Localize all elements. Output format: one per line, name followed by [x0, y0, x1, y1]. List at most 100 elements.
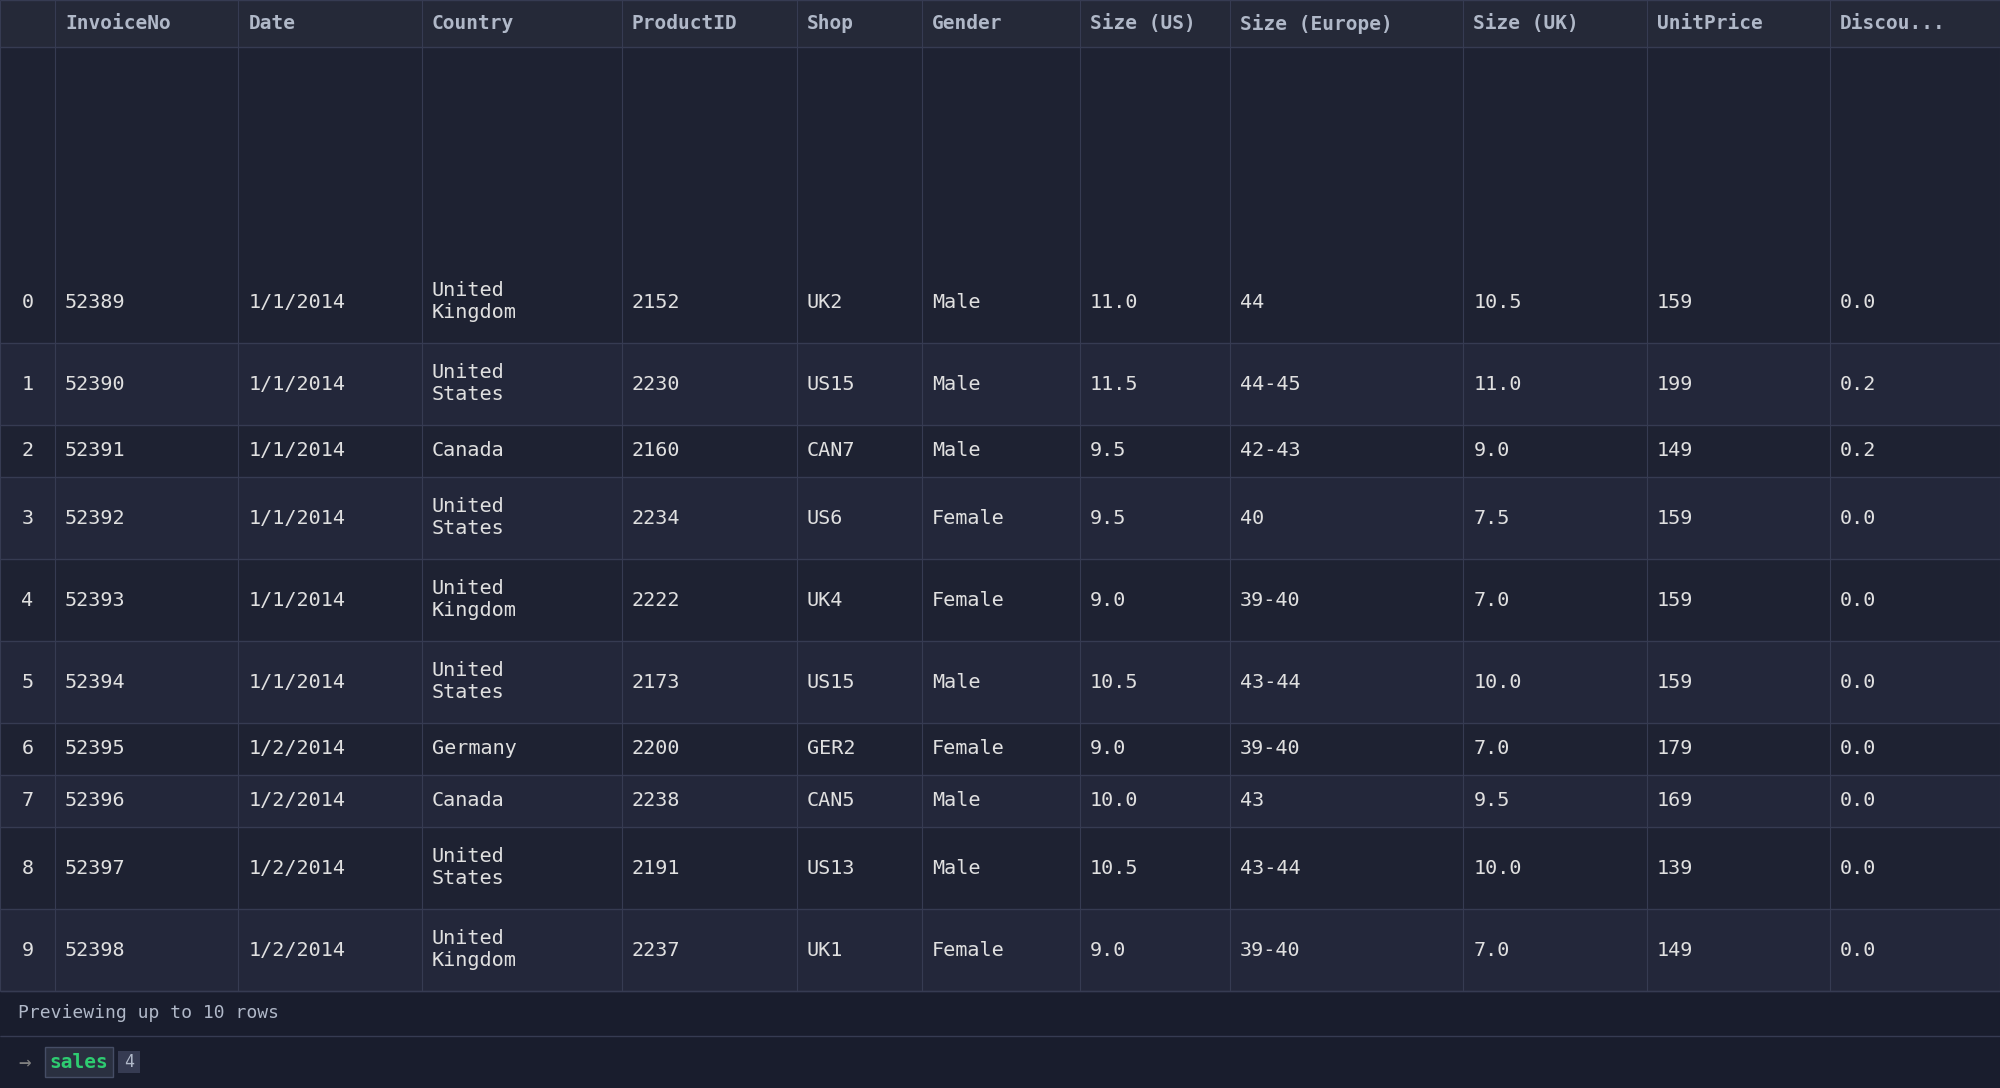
Text: Country: Country	[432, 14, 514, 33]
Text: 9.5: 9.5	[1474, 791, 1510, 811]
Text: 149: 149	[1656, 442, 1694, 460]
Text: 6: 6	[22, 740, 34, 758]
Text: 10.5: 10.5	[1474, 293, 1522, 311]
Text: InvoiceNo: InvoiceNo	[64, 14, 170, 33]
Text: 1/2/2014: 1/2/2014	[248, 940, 346, 960]
Text: 44-45: 44-45	[1240, 374, 1300, 394]
Bar	[0, 425, 2000, 477]
Text: 1/1/2014: 1/1/2014	[248, 591, 346, 609]
Text: 0.0: 0.0	[1840, 591, 1876, 609]
Text: 149: 149	[1656, 940, 1694, 960]
Text: Male: Male	[932, 442, 980, 460]
Text: 1/1/2014: 1/1/2014	[248, 672, 346, 692]
Text: 0.2: 0.2	[1840, 374, 1876, 394]
Text: Male: Male	[932, 858, 980, 878]
Text: 10.5: 10.5	[1090, 858, 1138, 878]
Text: 39-40: 39-40	[1240, 591, 1300, 609]
Text: 2230: 2230	[632, 374, 680, 394]
Text: 39-40: 39-40	[1240, 940, 1300, 960]
Bar	[0, 724, 2000, 775]
Text: 7.0: 7.0	[1474, 740, 1510, 758]
Text: 9.5: 9.5	[1090, 442, 1126, 460]
Text: United
States: United States	[432, 662, 504, 703]
Text: Size (UK): Size (UK)	[1474, 14, 1580, 33]
Text: 9.0: 9.0	[1090, 591, 1126, 609]
Text: United
States: United States	[432, 497, 504, 539]
Text: Date: Date	[248, 14, 296, 33]
Text: 2191: 2191	[632, 858, 680, 878]
Text: Female: Female	[932, 940, 1004, 960]
Text: 52391: 52391	[64, 442, 126, 460]
Text: 11.5: 11.5	[1090, 374, 1138, 394]
Text: 52398: 52398	[64, 940, 126, 960]
Text: Canada: Canada	[432, 442, 504, 460]
Text: 52394: 52394	[64, 672, 126, 692]
Text: 159: 159	[1656, 672, 1694, 692]
Text: Male: Male	[932, 791, 980, 811]
Text: US15: US15	[806, 374, 856, 394]
Text: 0.0: 0.0	[1840, 940, 1876, 960]
Text: CAN7: CAN7	[806, 442, 856, 460]
Text: 11.0: 11.0	[1090, 293, 1138, 311]
Text: UK4: UK4	[806, 591, 844, 609]
Text: 2160: 2160	[632, 442, 680, 460]
Text: Size (US): Size (US)	[1090, 14, 1196, 33]
Text: 52393: 52393	[64, 591, 126, 609]
Text: 52395: 52395	[64, 740, 126, 758]
Text: 5: 5	[22, 672, 34, 692]
Text: 159: 159	[1656, 508, 1694, 528]
Text: UK2: UK2	[806, 293, 844, 311]
Text: 9.0: 9.0	[1474, 442, 1510, 460]
Text: Germany: Germany	[432, 740, 516, 758]
Text: 179: 179	[1656, 740, 1694, 758]
Text: 2234: 2234	[632, 508, 680, 528]
Bar	[0, 1036, 2000, 1088]
Text: Discou...: Discou...	[1840, 14, 1946, 33]
Text: 0.0: 0.0	[1840, 791, 1876, 811]
Bar	[0, 908, 2000, 991]
Text: Male: Male	[932, 374, 980, 394]
Text: US13: US13	[806, 858, 856, 878]
Text: Female: Female	[932, 740, 1004, 758]
Text: 52389: 52389	[64, 293, 126, 311]
Text: 0.0: 0.0	[1840, 508, 1876, 528]
Text: 2: 2	[22, 442, 34, 460]
Text: 1: 1	[22, 374, 34, 394]
Text: 0.0: 0.0	[1840, 858, 1876, 878]
Text: 10.5: 10.5	[1090, 672, 1138, 692]
Text: 0.0: 0.0	[1840, 740, 1876, 758]
Text: 4: 4	[22, 591, 34, 609]
Bar	[0, 559, 2000, 641]
Text: 2173: 2173	[632, 672, 680, 692]
Text: Previewing up to 10 rows: Previewing up to 10 rows	[18, 1004, 280, 1023]
Text: 0: 0	[22, 293, 34, 311]
Text: 159: 159	[1656, 591, 1694, 609]
Bar	[0, 0, 2000, 47]
Text: 9: 9	[22, 940, 34, 960]
Text: UK1: UK1	[806, 940, 844, 960]
Text: 9.0: 9.0	[1090, 940, 1126, 960]
Text: 52390: 52390	[64, 374, 126, 394]
Text: 7: 7	[22, 791, 34, 811]
Text: 0.0: 0.0	[1840, 672, 1876, 692]
Text: 2237: 2237	[632, 940, 680, 960]
Bar	[0, 477, 2000, 559]
Text: US6: US6	[806, 508, 844, 528]
Text: Male: Male	[932, 293, 980, 311]
Text: Male: Male	[932, 672, 980, 692]
Bar	[44, 1047, 112, 1077]
Bar	[118, 1051, 140, 1073]
Text: 8: 8	[22, 858, 34, 878]
Text: 52396: 52396	[64, 791, 126, 811]
Text: ProductID: ProductID	[632, 14, 738, 33]
Text: 7.5: 7.5	[1474, 508, 1510, 528]
Text: 10.0: 10.0	[1474, 858, 1522, 878]
Text: 2238: 2238	[632, 791, 680, 811]
Text: 1/2/2014: 1/2/2014	[248, 740, 346, 758]
Text: 139: 139	[1656, 858, 1694, 878]
Text: →: →	[18, 1052, 30, 1072]
Text: 10.0: 10.0	[1090, 791, 1138, 811]
Text: 1/1/2014: 1/1/2014	[248, 508, 346, 528]
Text: Female: Female	[932, 508, 1004, 528]
Text: 43-44: 43-44	[1240, 672, 1300, 692]
